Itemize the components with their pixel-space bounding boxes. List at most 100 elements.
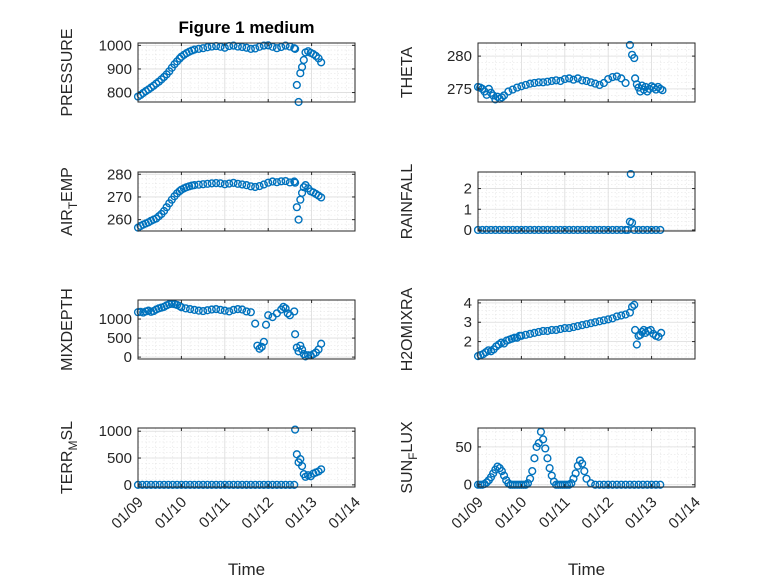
data-point — [203, 43, 212, 52]
data-point — [552, 225, 561, 235]
data-point — [608, 314, 617, 323]
data-point — [259, 337, 268, 346]
data-point — [242, 43, 251, 52]
data-point — [491, 225, 500, 235]
data-point — [246, 44, 255, 54]
data-point — [181, 480, 190, 489]
axes-frame — [477, 427, 696, 488]
data-point — [525, 79, 535, 88]
data-point — [604, 74, 613, 84]
series-markers — [133, 299, 326, 361]
data-point — [512, 83, 522, 92]
data-point — [261, 320, 271, 329]
data-point — [207, 480, 216, 489]
data-point — [525, 474, 535, 483]
panel-air_temp: 260 270 280 AIRTEMP — [59, 166, 356, 236]
data-point — [177, 303, 186, 312]
data-point — [194, 180, 203, 189]
data-point — [251, 182, 260, 192]
data-point — [621, 78, 630, 88]
data-point — [190, 305, 199, 315]
x-tick-label: 01/13 — [622, 494, 661, 533]
y-tick-label: 0 — [464, 222, 472, 239]
y-tick-label: 260 — [107, 212, 132, 229]
data-point — [656, 480, 665, 489]
data-point — [538, 78, 548, 87]
y-tick-label: 800 — [107, 85, 132, 102]
plot-area — [138, 300, 355, 359]
data-point — [634, 225, 643, 235]
y-tick-label: 2 — [464, 181, 472, 198]
data-point — [626, 169, 635, 179]
data-point — [317, 193, 326, 202]
plot-area — [138, 43, 355, 102]
data-point — [272, 480, 281, 489]
data-point — [212, 480, 221, 489]
panel-h2omixra: 2 3 4 H2OMIXRA — [399, 287, 696, 371]
data-point — [573, 322, 582, 331]
plot-area — [478, 428, 695, 487]
data-point — [547, 325, 556, 335]
data-point — [534, 78, 543, 87]
data-point — [538, 326, 548, 336]
data-point — [238, 305, 247, 314]
y-tick-label: 1000 — [99, 37, 132, 54]
y-tick-label: 0 — [464, 477, 472, 494]
data-point — [595, 225, 604, 235]
data-point — [207, 305, 216, 314]
axes-frame — [477, 42, 696, 103]
data-point — [220, 180, 229, 189]
series-markers — [133, 425, 326, 489]
data-point — [285, 480, 295, 489]
data-point — [264, 178, 273, 187]
data-point — [556, 225, 565, 235]
panel-theta: 275 280 THETA — [399, 40, 696, 104]
data-point — [220, 306, 229, 315]
data-point — [299, 55, 308, 65]
data-point — [292, 203, 301, 212]
data-point — [482, 478, 491, 487]
data-point — [285, 178, 295, 187]
data-point — [281, 304, 290, 313]
data-point — [259, 480, 268, 489]
x-tick-label: 01/12 — [578, 494, 617, 533]
data-point — [627, 218, 637, 227]
data-point — [530, 454, 539, 463]
data-point — [608, 480, 617, 489]
data-point — [508, 225, 517, 235]
data-point — [277, 480, 286, 489]
data-point — [317, 465, 326, 474]
data-point — [155, 480, 164, 489]
data-point — [521, 330, 530, 339]
data-point — [251, 44, 260, 53]
data-point — [586, 225, 595, 235]
data-point — [627, 302, 637, 311]
data-point — [530, 78, 539, 88]
y-tick-label: 1 — [464, 201, 472, 218]
data-point — [238, 180, 247, 189]
data-point — [525, 329, 535, 338]
data-point — [621, 480, 630, 489]
data-point — [556, 76, 565, 86]
data-point — [612, 312, 621, 321]
x-tick-label: 01/09 — [108, 494, 147, 533]
data-point — [297, 345, 307, 354]
data-point — [632, 340, 641, 349]
y-tick-label: 270 — [107, 189, 132, 206]
data-point — [194, 306, 203, 315]
data-point — [604, 315, 613, 324]
data-point — [517, 331, 526, 340]
data-point — [246, 480, 255, 489]
data-point — [604, 225, 613, 235]
data-point — [595, 480, 604, 489]
data-point — [212, 179, 221, 188]
y-axis-label: PRESSURE — [59, 28, 76, 116]
data-point — [317, 58, 326, 67]
data-point — [297, 461, 307, 471]
data-point — [499, 471, 509, 480]
data-point — [543, 326, 552, 336]
data-point — [281, 41, 290, 50]
panel-terr_msl: 0 500 1000 01/09 01/10 01/11 01/12 01/13 01/14 TE… — [59, 421, 364, 579]
data-point — [528, 467, 537, 476]
data-point — [194, 480, 203, 489]
